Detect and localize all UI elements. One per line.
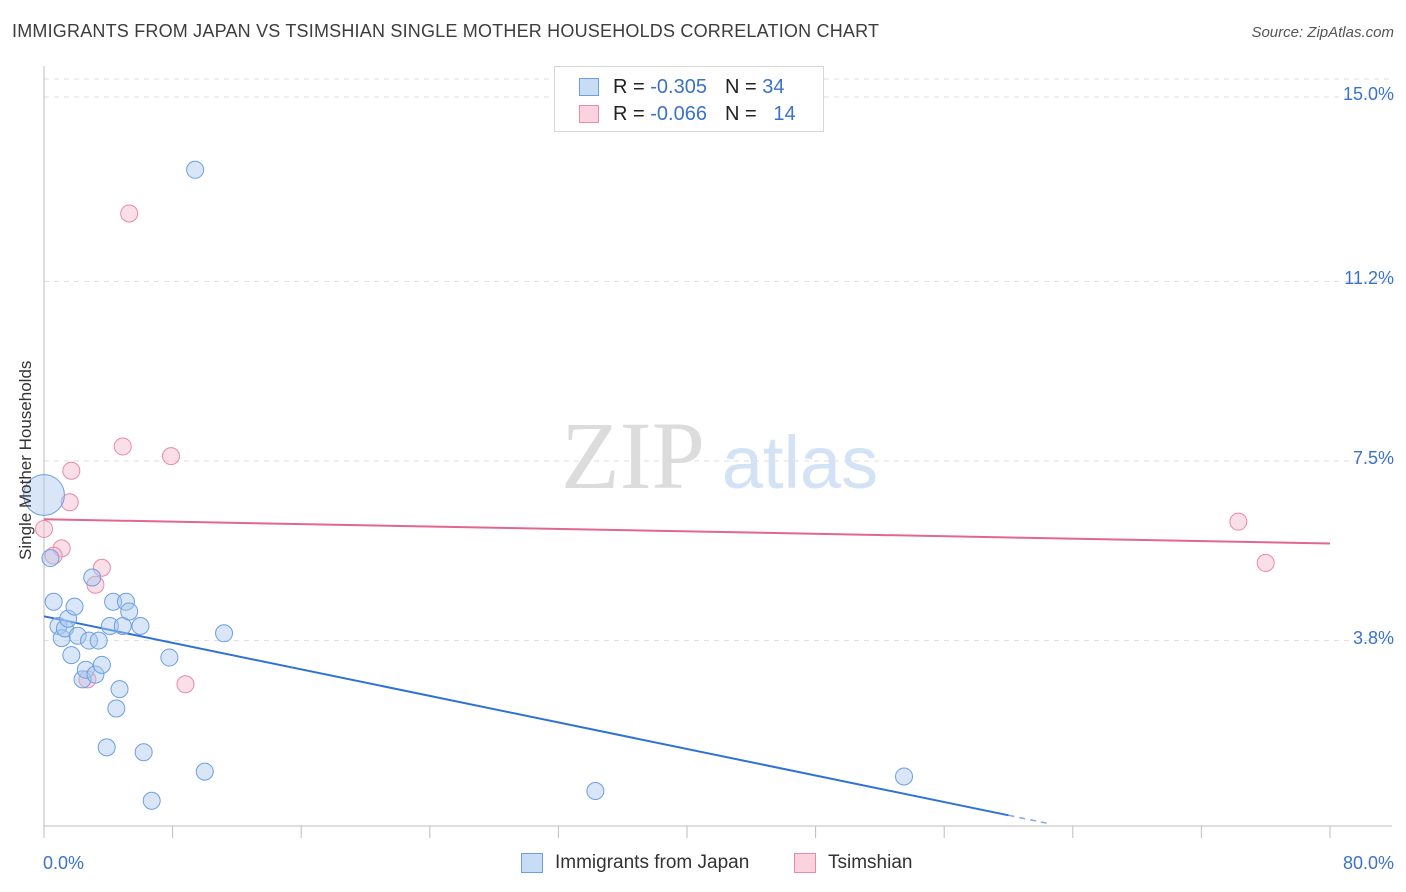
watermark: ZIP atlas [561,402,878,509]
trend-line-japan-extrapolated [1008,814,1049,825]
point-japan [65,597,84,616]
data-points [23,160,1275,810]
correlation-legend: R = -0.305 N = 34 R = -0.066 N = 14 [554,66,824,132]
trend-line-tsimshian [43,518,1331,545]
point-tsimshian [1256,553,1275,572]
point-tsimshian [44,546,63,565]
point-japan [116,592,135,611]
grid-lines [44,78,1392,642]
point-japan [160,648,179,667]
x-tick-label-min: 0.0% [43,853,85,873]
series-legend: Immigrants from Japan Tsimshian [0,852,1406,878]
point-tsimshian [35,519,53,538]
point-japan [215,624,234,643]
point-japan [41,549,60,568]
y-tick-label: 3.8% [1352,627,1394,648]
point-tsimshian [161,447,180,466]
trend-lines [43,518,1331,825]
trend-line-japan [43,615,1009,817]
point-japan [131,617,150,636]
point-japan [44,592,63,611]
point-japan [134,743,153,762]
point-japan [80,631,99,650]
point-japan [142,791,161,810]
point-japan [186,160,205,179]
legend-r-label: R = [613,102,645,125]
point-japan [97,738,116,757]
legend-item-tsimshian[interactable]: Tsimshian [794,852,912,874]
point-japan [68,626,87,645]
point-japan [895,767,914,786]
point-japan [52,629,71,648]
y-axis-label: Single Mother Households [16,360,35,560]
legend-n-label: N = [724,75,757,98]
point-japan [107,699,126,718]
point-japan [62,646,81,665]
point-tsimshian [176,675,195,694]
point-japan [195,762,214,781]
source-label: Source: ZipAtlas.com [1251,24,1394,41]
point-tsimshian [120,204,139,223]
point-japan [586,782,605,801]
watermark-atlas: atlas [722,421,878,504]
legend-item-japan[interactable]: Immigrants from Japan [521,852,749,874]
y-tick-label: 15.0% [1342,84,1394,104]
legend-r-value: -0.066 [650,102,707,125]
legend-swatch-japan [579,78,599,96]
point-japan [23,474,65,516]
point-japan [92,655,111,674]
x-tick-label-max: 80.0% [1342,853,1394,873]
watermark-zip: ZIP [561,402,705,509]
point-japan [83,568,102,587]
point-japan [110,680,129,699]
axes [43,66,1392,838]
y-tick-label: 7.5% [1352,448,1394,468]
point-japan [120,602,139,621]
point-japan [104,592,123,611]
legend-n-label: N = [724,102,757,125]
point-tsimshian [92,558,111,577]
legend-row-tsimshian: R = -0.066 N = 14 [579,102,796,126]
legend-n-value: 34 [762,75,785,98]
point-tsimshian [113,437,132,456]
y-tick-label: 11.2% [1344,268,1394,289]
legend-swatch-japan [521,853,543,873]
legend-r-value: -0.305 [650,75,707,98]
legend-n-value: 14 [773,102,796,125]
chart-title: IMMIGRANTS FROM JAPAN VS TSIMSHIAN SINGL… [12,21,880,41]
legend-r-label: R = [613,75,645,98]
legend-label-tsimshian: Tsimshian [828,852,913,873]
legend-row-japan: R = -0.305 N = 34 [579,75,784,99]
legend-swatch-tsimshian [794,853,816,873]
point-japan [86,665,105,684]
point-japan [100,617,119,636]
point-tsimshian [60,493,79,512]
point-tsimshian [62,461,81,480]
point-tsimshian [1229,512,1248,531]
legend-label-japan: Immigrants from Japan [555,852,750,873]
point-japan [89,631,108,650]
legend-swatch-tsimshian [579,105,599,123]
